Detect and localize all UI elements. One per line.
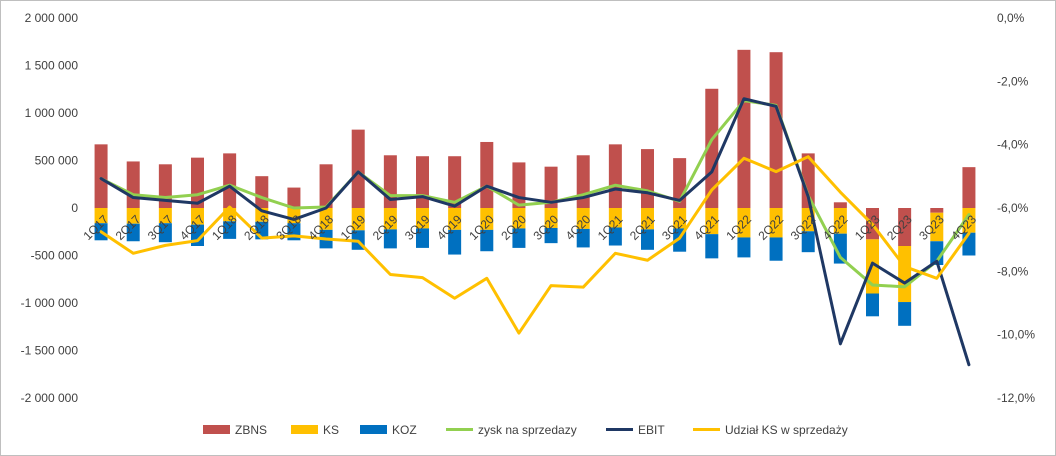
bar-ks-2Q20: [512, 208, 526, 229]
legend-swatch: [360, 425, 387, 434]
bar-koz-3Q17: [158, 223, 172, 243]
bar-koz-4Q20: [576, 228, 590, 248]
bar-zbns-2Q21: [641, 149, 654, 208]
bar-zbns-4Q22: [833, 202, 847, 208]
bar-koz-1Q18: [223, 221, 237, 239]
bar-koz-2Q17: [126, 223, 140, 242]
bar-zbns-1Q17: [94, 144, 108, 208]
legend-swatch: [291, 425, 318, 434]
line-series-2: [99, 97, 971, 367]
legend: ZBNS KS KOZ zysk na sprzedazy EBIT Udział KS …: [203, 423, 848, 437]
legend-label: ZBNS: [235, 423, 267, 437]
bar-ks-2Q19: [383, 208, 397, 230]
y-tick-label: 1 000 000: [25, 106, 79, 120]
bar-zbns-2Q18: [255, 176, 269, 208]
bar-koz-4Q22: [833, 233, 847, 264]
y2-tick-label: -6,0%: [997, 201, 1029, 215]
bar-ks-3Q20: [544, 208, 558, 228]
bar-ks-4Q21: [705, 208, 719, 235]
legend-swatch: [203, 425, 230, 434]
bar-koz-2Q20: [512, 228, 526, 248]
y-tick-label: 500 000: [35, 154, 79, 168]
legend-label: zysk na sprzedazy: [478, 423, 577, 437]
bar-ks-1Q21: [608, 208, 622, 228]
bar-ks-3Q17: [158, 208, 172, 224]
y-tick-label: -1 000 000: [21, 296, 79, 310]
bar-ks-2Q23: [898, 246, 912, 303]
bar-zbns-3Q20: [544, 166, 558, 208]
bar-ks-4Q20: [576, 208, 590, 229]
bar-ks-2Q17: [126, 208, 140, 224]
bar-zbns-1Q20: [480, 141, 494, 208]
bar-zbns-4Q20: [576, 155, 590, 208]
bar-zbns-3Q23: [930, 208, 944, 213]
bar-koz-1Q21: [608, 227, 622, 246]
bar-zbns-3Q19: [416, 156, 429, 208]
bar-zbns-1Q19: [351, 129, 365, 209]
line-series-1: [99, 99, 971, 289]
bar-ks-4Q19: [448, 208, 462, 230]
y2-tick-label: -8,0%: [997, 264, 1029, 278]
bar-zbns-3Q22: [801, 153, 815, 209]
bar-koz-3Q19: [416, 228, 429, 248]
bar-ks-4Q22: [833, 208, 847, 234]
bar-ks-4Q17: [191, 208, 204, 225]
left-axis: 2 000 000 1 500 000 1 000 000 500 000 0 -500 …: [21, 11, 79, 405]
y2-tick-label: 0,0%: [997, 11, 1025, 25]
y-tick-label: -1 500 000: [21, 344, 79, 358]
y-tick-label: 1 500 000: [25, 59, 79, 73]
bar-koz-2Q21: [641, 229, 654, 250]
bar-ks-4Q18: [319, 208, 333, 230]
bar-ks-3Q23: [930, 212, 944, 242]
y2-tick-label: -4,0%: [997, 138, 1029, 152]
bar-zbns-4Q21: [705, 88, 719, 208]
bar-ks-4Q23: [962, 208, 976, 233]
y-tick-label: 0: [71, 201, 78, 215]
y2-tick-label: -2,0%: [997, 74, 1029, 88]
bar-zbns-4Q23: [962, 167, 976, 208]
bar-koz-2Q19: [383, 229, 397, 249]
bar-koz-2Q22: [769, 237, 783, 261]
right-axis: 0,0% -2,0% -4,0% -6,0% -8,0% -10,0% -12,0%: [997, 11, 1035, 405]
line-series-3: [99, 155, 971, 335]
bar-zbns-2Q17: [126, 161, 140, 208]
bar-ks-1Q22: [737, 208, 751, 238]
bar-ks-2Q22: [769, 208, 783, 238]
bar-ks-3Q19: [416, 208, 429, 229]
bar-koz-2Q23: [898, 302, 912, 326]
bar-ks-2Q21: [641, 208, 654, 230]
bar-zbns-1Q21: [608, 144, 622, 208]
y-tick-label: 2 000 000: [25, 11, 79, 25]
y-tick-label: -500 000: [31, 249, 79, 263]
y-tick-label: -2 000 000: [21, 391, 79, 405]
bar-zbns-1Q18: [223, 153, 237, 209]
bar-ks-1Q19: [351, 208, 365, 231]
line-layer: [99, 97, 971, 367]
bar-zbns-3Q18: [287, 187, 301, 208]
bar-zbns-4Q18: [319, 164, 333, 208]
bar-ks-1Q20: [480, 208, 494, 230]
bar-ks-1Q17: [94, 208, 108, 224]
bar-koz-4Q21: [705, 234, 719, 259]
bar-koz-4Q19: [448, 229, 462, 255]
legend-label: KOZ: [392, 423, 417, 437]
bar-zbns-4Q19: [448, 156, 462, 208]
bar-koz-1Q23: [866, 293, 879, 317]
legend-label: EBIT: [638, 423, 665, 437]
bar-koz-1Q22: [737, 237, 751, 258]
bar-koz-3Q20: [544, 227, 558, 244]
bar-zbns-1Q22: [737, 49, 751, 209]
legend-label: Udział KS w sprzedaży: [725, 423, 848, 437]
legend-label: KS: [323, 423, 339, 437]
y2-tick-label: -12,0%: [997, 391, 1035, 405]
bar-koz-1Q20: [480, 229, 494, 252]
bar-ks-3Q21: [673, 208, 687, 229]
bar-koz-3Q22: [801, 231, 815, 253]
bar-zbns-2Q23: [898, 208, 912, 246]
bar-zbns-2Q22: [769, 52, 783, 209]
y2-tick-label: -10,0%: [997, 328, 1035, 342]
